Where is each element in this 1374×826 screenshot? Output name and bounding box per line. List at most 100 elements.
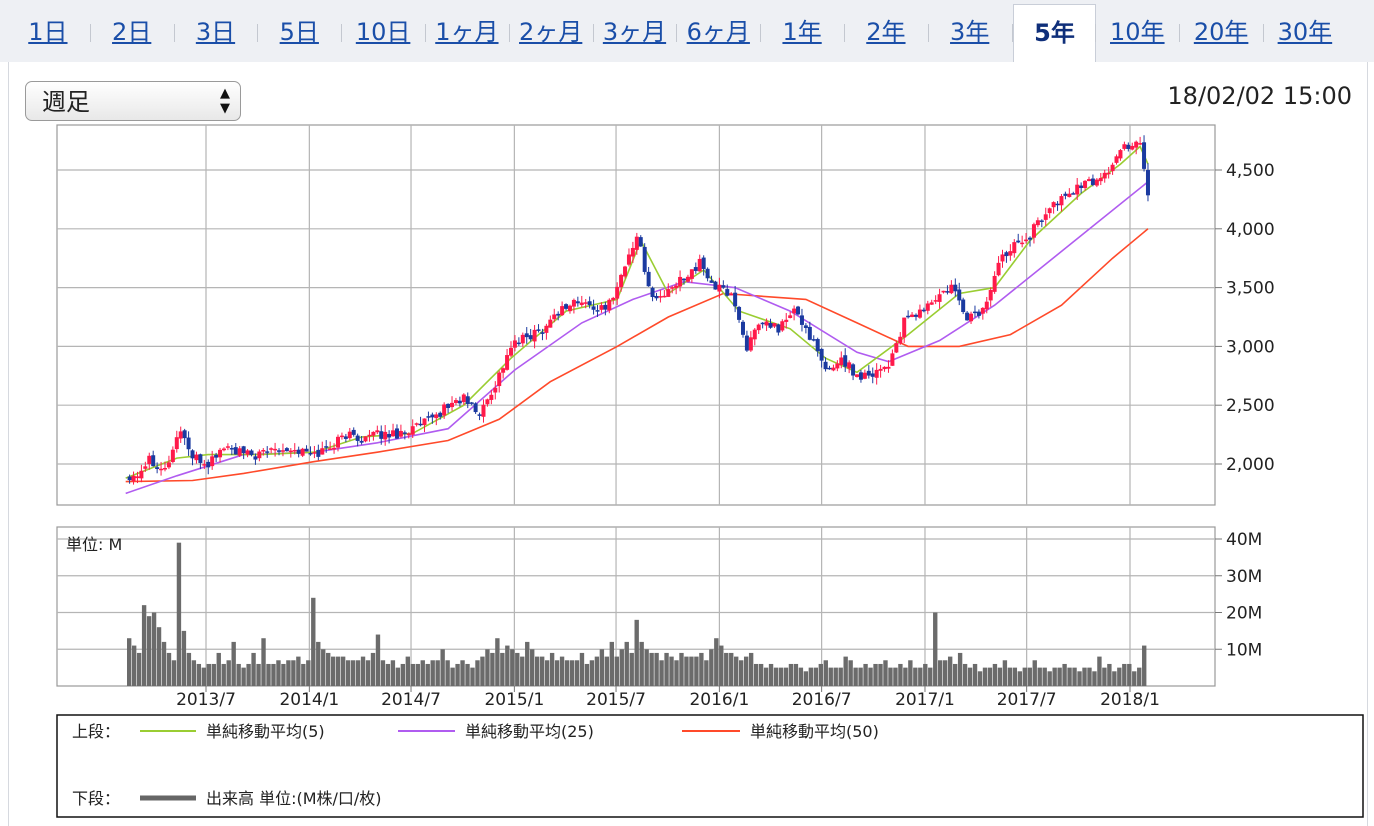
volume-bar	[928, 667, 933, 686]
ma50-layer	[125, 228, 1149, 483]
candle-up	[1024, 239, 1029, 242]
volume-bar	[913, 667, 918, 686]
period-tab[interactable]: 3年	[950, 18, 990, 46]
candle-period-select[interactable]: 週足 ▲ ▼	[25, 81, 241, 121]
tab-separator	[676, 24, 678, 42]
period-tab[interactable]: 10日	[355, 18, 411, 46]
candle-down	[343, 436, 348, 439]
candle-down	[465, 396, 470, 404]
volume-bar	[425, 663, 430, 686]
date-tick-label: 2017/7	[997, 690, 1057, 710]
period-tab[interactable]: 10年	[1110, 18, 1165, 46]
candle-down	[284, 448, 289, 452]
tab-separator	[1011, 24, 1013, 42]
candle-up	[898, 336, 903, 344]
period-tab[interactable]: 5日	[279, 18, 319, 46]
candle-down	[206, 461, 211, 468]
period-tab[interactable]: 1年	[782, 18, 822, 46]
candle-up	[461, 394, 466, 403]
candle-up	[890, 353, 895, 366]
volume-bar	[987, 667, 993, 686]
candle-up	[292, 450, 297, 452]
candle-up	[147, 455, 152, 465]
candle-up	[925, 303, 930, 311]
volume-bar	[604, 656, 610, 686]
volume-bar	[1057, 667, 1062, 686]
candle-up	[280, 450, 285, 452]
date-tick-label: 2014/7	[381, 690, 441, 710]
volume-bar	[883, 660, 888, 686]
price-y-axis: 2,000 2,500 3,000 3,500 4,000 4,500	[1215, 161, 1275, 475]
period-tab[interactable]: 20年	[1193, 18, 1249, 46]
candle-up	[544, 325, 549, 333]
candle-down	[713, 281, 718, 290]
candle-down	[214, 454, 219, 458]
candle-down	[1071, 193, 1076, 195]
candle-down	[646, 271, 651, 287]
candle-down	[858, 372, 863, 380]
candle-up	[752, 329, 757, 340]
period-tab[interactable]: 6ヶ月	[686, 18, 750, 46]
volume-bar	[564, 660, 570, 686]
period-tab[interactable]: 2日	[112, 18, 152, 46]
candle-down	[296, 449, 301, 454]
volume-bar	[664, 652, 669, 686]
candle-up	[320, 448, 325, 455]
period-tab[interactable]: 5年	[1012, 4, 1097, 63]
volume-bar	[136, 652, 142, 686]
volume-bar	[918, 667, 923, 686]
period-tab[interactable]: 30年	[1277, 18, 1333, 46]
volume-bar	[863, 663, 868, 686]
volume-bar	[569, 660, 575, 686]
candle-down	[642, 246, 647, 272]
candle-down	[906, 315, 911, 318]
candle-down	[953, 284, 958, 292]
candle-down	[913, 314, 918, 317]
candle-up	[1094, 179, 1099, 186]
period-tab[interactable]: 1ヶ月	[435, 18, 499, 46]
volume-bar	[808, 667, 814, 686]
tab-separator	[760, 24, 762, 42]
candle-down	[524, 333, 529, 338]
volume-bar	[485, 649, 490, 686]
volume-bar	[748, 652, 754, 686]
volume-y-axis: 40M 30M 20M 10M	[1215, 530, 1262, 660]
period-tab[interactable]: 3日	[195, 18, 236, 46]
candle-down	[587, 301, 592, 306]
volume-bar	[1072, 667, 1077, 686]
volume-bar	[1002, 660, 1008, 686]
candle-down	[151, 455, 156, 467]
candle-down	[379, 431, 384, 439]
candle-down	[249, 450, 254, 455]
candle-down	[768, 323, 773, 328]
candle-down	[1055, 203, 1060, 206]
volume-bar	[768, 663, 774, 686]
candle-up	[937, 294, 942, 302]
candle-up	[505, 355, 510, 370]
period-tab[interactable]: 3ヶ月	[602, 18, 667, 46]
volume-bar	[888, 667, 893, 686]
candle-up	[532, 329, 537, 342]
candle-down	[737, 306, 742, 320]
volume-bar	[1052, 667, 1057, 686]
candle-up	[375, 430, 380, 433]
candle-up	[139, 470, 144, 479]
volume-bar	[326, 652, 331, 686]
candle-up	[623, 266, 628, 277]
period-tab[interactable]: 1日	[28, 18, 68, 46]
volume-bar	[435, 660, 440, 686]
candle-up	[910, 314, 915, 317]
date-tick-label: 2013/7	[176, 690, 236, 710]
volume-bar	[1077, 671, 1082, 686]
candle-up	[599, 305, 604, 310]
period-tab[interactable]: 2年	[866, 18, 906, 46]
candle-up	[501, 368, 506, 373]
volume-bar	[952, 663, 958, 686]
period-tab[interactable]: 2ヶ月	[519, 18, 583, 46]
volume-bar	[415, 663, 420, 686]
candle-up	[984, 301, 989, 310]
volume-bars-layer	[127, 542, 1147, 686]
volume-bar	[813, 667, 819, 686]
volume-bar	[873, 663, 878, 686]
